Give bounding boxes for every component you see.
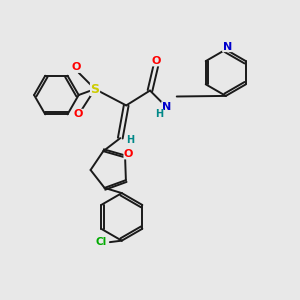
Text: O: O [74, 109, 83, 119]
Text: S: S [91, 82, 100, 96]
Text: O: O [124, 149, 134, 159]
Text: O: O [151, 56, 160, 66]
Text: H: H [127, 136, 135, 146]
Text: H: H [155, 109, 163, 119]
Text: Cl: Cl [96, 237, 107, 247]
Text: N: N [162, 102, 171, 112]
Text: O: O [72, 62, 81, 72]
Text: N: N [223, 42, 232, 52]
